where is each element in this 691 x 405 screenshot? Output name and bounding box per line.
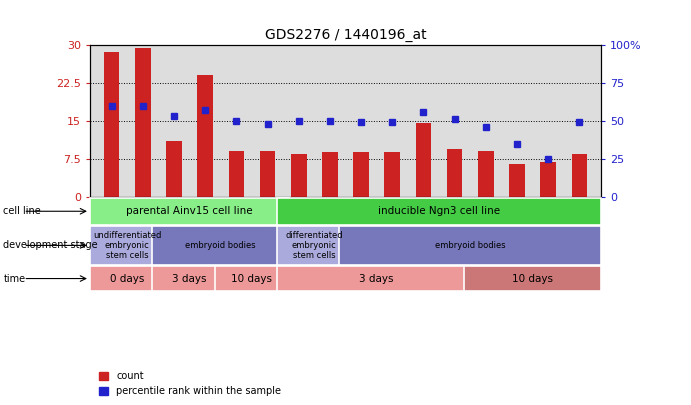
Text: embryoid bodies: embryoid bodies — [185, 241, 256, 250]
Text: 10 days: 10 days — [231, 273, 272, 283]
Bar — [277, 198, 601, 225]
Bar — [90, 226, 164, 265]
Text: inducible Ngn3 cell line: inducible Ngn3 cell line — [378, 206, 500, 216]
Bar — [167, 141, 182, 197]
Bar — [339, 226, 601, 265]
Bar — [447, 149, 462, 197]
Text: time: time — [3, 273, 26, 283]
Text: development stage: development stage — [3, 241, 98, 250]
Bar — [540, 162, 556, 197]
Legend: count, percentile rank within the sample: count, percentile rank within the sample — [95, 367, 285, 400]
Bar — [478, 151, 493, 197]
Bar — [353, 152, 369, 197]
Text: 0 days: 0 days — [110, 273, 144, 283]
Text: 10 days: 10 days — [512, 273, 553, 283]
Bar — [229, 151, 244, 197]
Bar — [104, 52, 120, 197]
Bar — [277, 266, 477, 291]
Bar — [90, 266, 164, 291]
Bar — [416, 124, 431, 197]
Text: differentiated
embryonic
stem cells: differentiated embryonic stem cells — [285, 230, 343, 260]
Bar — [214, 266, 290, 291]
Bar — [260, 151, 275, 197]
Bar — [384, 152, 400, 197]
Bar — [571, 154, 587, 197]
Bar — [277, 226, 352, 265]
Bar — [509, 164, 524, 197]
Bar — [90, 198, 290, 225]
Bar — [322, 152, 338, 197]
Text: cell line: cell line — [3, 206, 41, 216]
Text: 3 days: 3 days — [172, 273, 207, 283]
Title: GDS2276 / 1440196_at: GDS2276 / 1440196_at — [265, 28, 426, 42]
Bar — [135, 48, 151, 197]
Bar — [464, 266, 601, 291]
Bar — [152, 226, 290, 265]
Text: parental Ainv15 cell line: parental Ainv15 cell line — [126, 206, 253, 216]
Text: 3 days: 3 days — [359, 273, 394, 283]
Bar — [291, 154, 307, 197]
Bar — [198, 75, 213, 197]
Bar — [152, 266, 227, 291]
Text: undifferentiated
embryonic
stem cells: undifferentiated embryonic stem cells — [93, 230, 162, 260]
Text: embryoid bodies: embryoid bodies — [435, 241, 506, 250]
